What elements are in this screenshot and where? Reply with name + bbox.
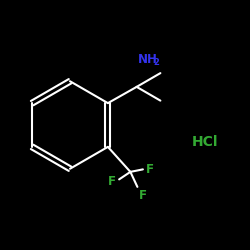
Text: F: F [108,176,116,188]
Text: F: F [146,163,154,176]
Text: F: F [139,190,147,202]
Text: NH: NH [138,53,158,66]
Text: 2: 2 [153,58,159,67]
Text: HCl: HCl [192,136,218,149]
